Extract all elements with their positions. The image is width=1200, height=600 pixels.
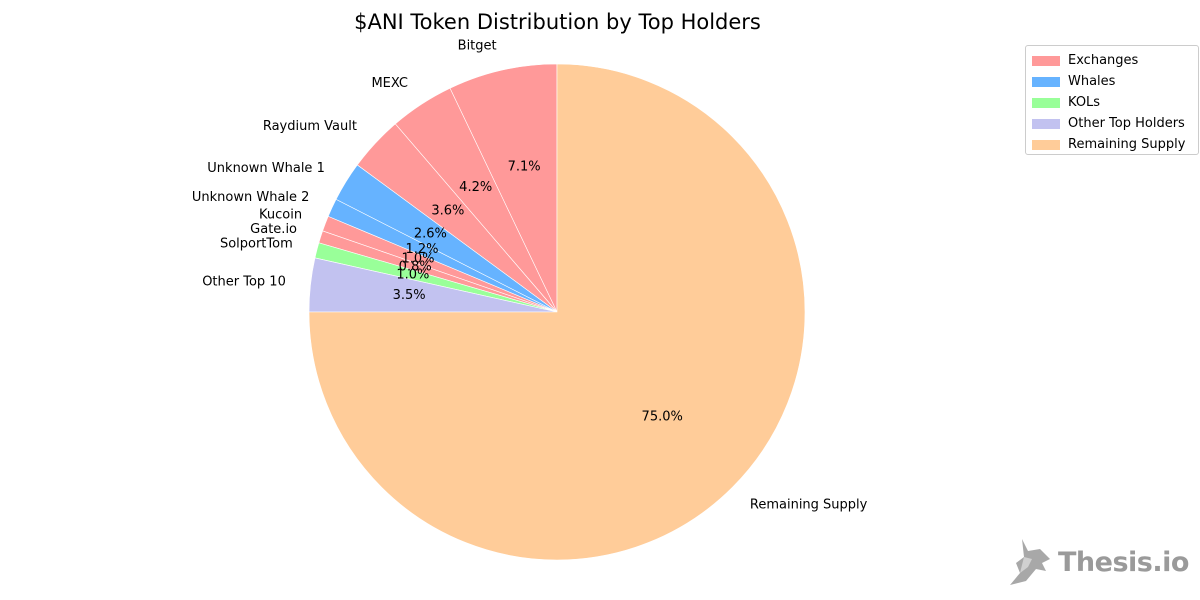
slice-label: Unknown Whale 2 (192, 190, 310, 205)
pie-slices (308, 63, 806, 561)
percent-label: 3.6% (431, 203, 464, 218)
thesis-watermark: Thesis.io (1006, 536, 1192, 588)
percent-labels: 7.1%4.2%3.6%2.6%1.2%1.0%0.8%1.0%3.5%75.0… (393, 159, 683, 424)
legend-swatch (1032, 139, 1060, 150)
slice-label: Other Top 10 (202, 275, 286, 290)
legend: Exchanges Whales KOLs Other Top Holders … (1025, 45, 1199, 155)
slice-label: MEXC (371, 76, 407, 91)
legend-label: Whales (1068, 74, 1116, 89)
percent-label: 1.0% (396, 267, 429, 282)
slice-label: Raydium Vault (263, 119, 357, 134)
chart-title: $ANI Token Distribution by Top Holders (354, 10, 761, 34)
legend-label: Remaining Supply (1068, 137, 1186, 152)
pie-slice-bitget (449, 63, 558, 313)
legend-label: KOLs (1068, 95, 1101, 110)
legend-item-exchanges: Exchanges (1032, 50, 1192, 71)
wolf-head-logo-icon (1010, 539, 1050, 585)
percent-label: 1.0% (401, 251, 434, 266)
slice-label: Unknown Whale 1 (207, 161, 325, 176)
percent-label: 75.0% (642, 410, 683, 425)
slice-label: Bitget (458, 38, 497, 53)
legend-swatch (1032, 118, 1060, 129)
legend-swatch (1032, 97, 1060, 108)
pie-slice-remaining-supply (308, 63, 806, 561)
percent-label: 2.6% (414, 226, 447, 241)
legend-item-kols: KOLs (1032, 92, 1192, 113)
percent-label: 3.5% (393, 288, 426, 303)
legend-item-whales: Whales (1032, 71, 1192, 92)
slice-label: SolportTom (220, 237, 293, 252)
percent-label: 7.1% (508, 159, 541, 174)
slice-label: Kucoin (259, 207, 302, 222)
percent-label: 1.2% (405, 242, 438, 257)
legend-label: Exchanges (1068, 53, 1139, 68)
watermark-text: Thesis.io (1058, 546, 1189, 578)
percent-label: 0.8% (399, 259, 432, 274)
slice-label: Gate.io (250, 222, 297, 237)
legend-swatch (1032, 55, 1060, 66)
percent-label: 4.2% (459, 180, 492, 195)
legend-item-remaining-supply: Remaining Supply (1032, 134, 1192, 155)
legend-swatch (1032, 76, 1060, 87)
slice-label: Remaining Supply (750, 497, 868, 512)
legend-item-other-top-holders: Other Top Holders (1032, 113, 1192, 134)
legend-label: Other Top Holders (1068, 116, 1185, 131)
slice-labels: Bitget MEXC Raydium Vault Unknown Whale 1 Un… (192, 38, 868, 512)
